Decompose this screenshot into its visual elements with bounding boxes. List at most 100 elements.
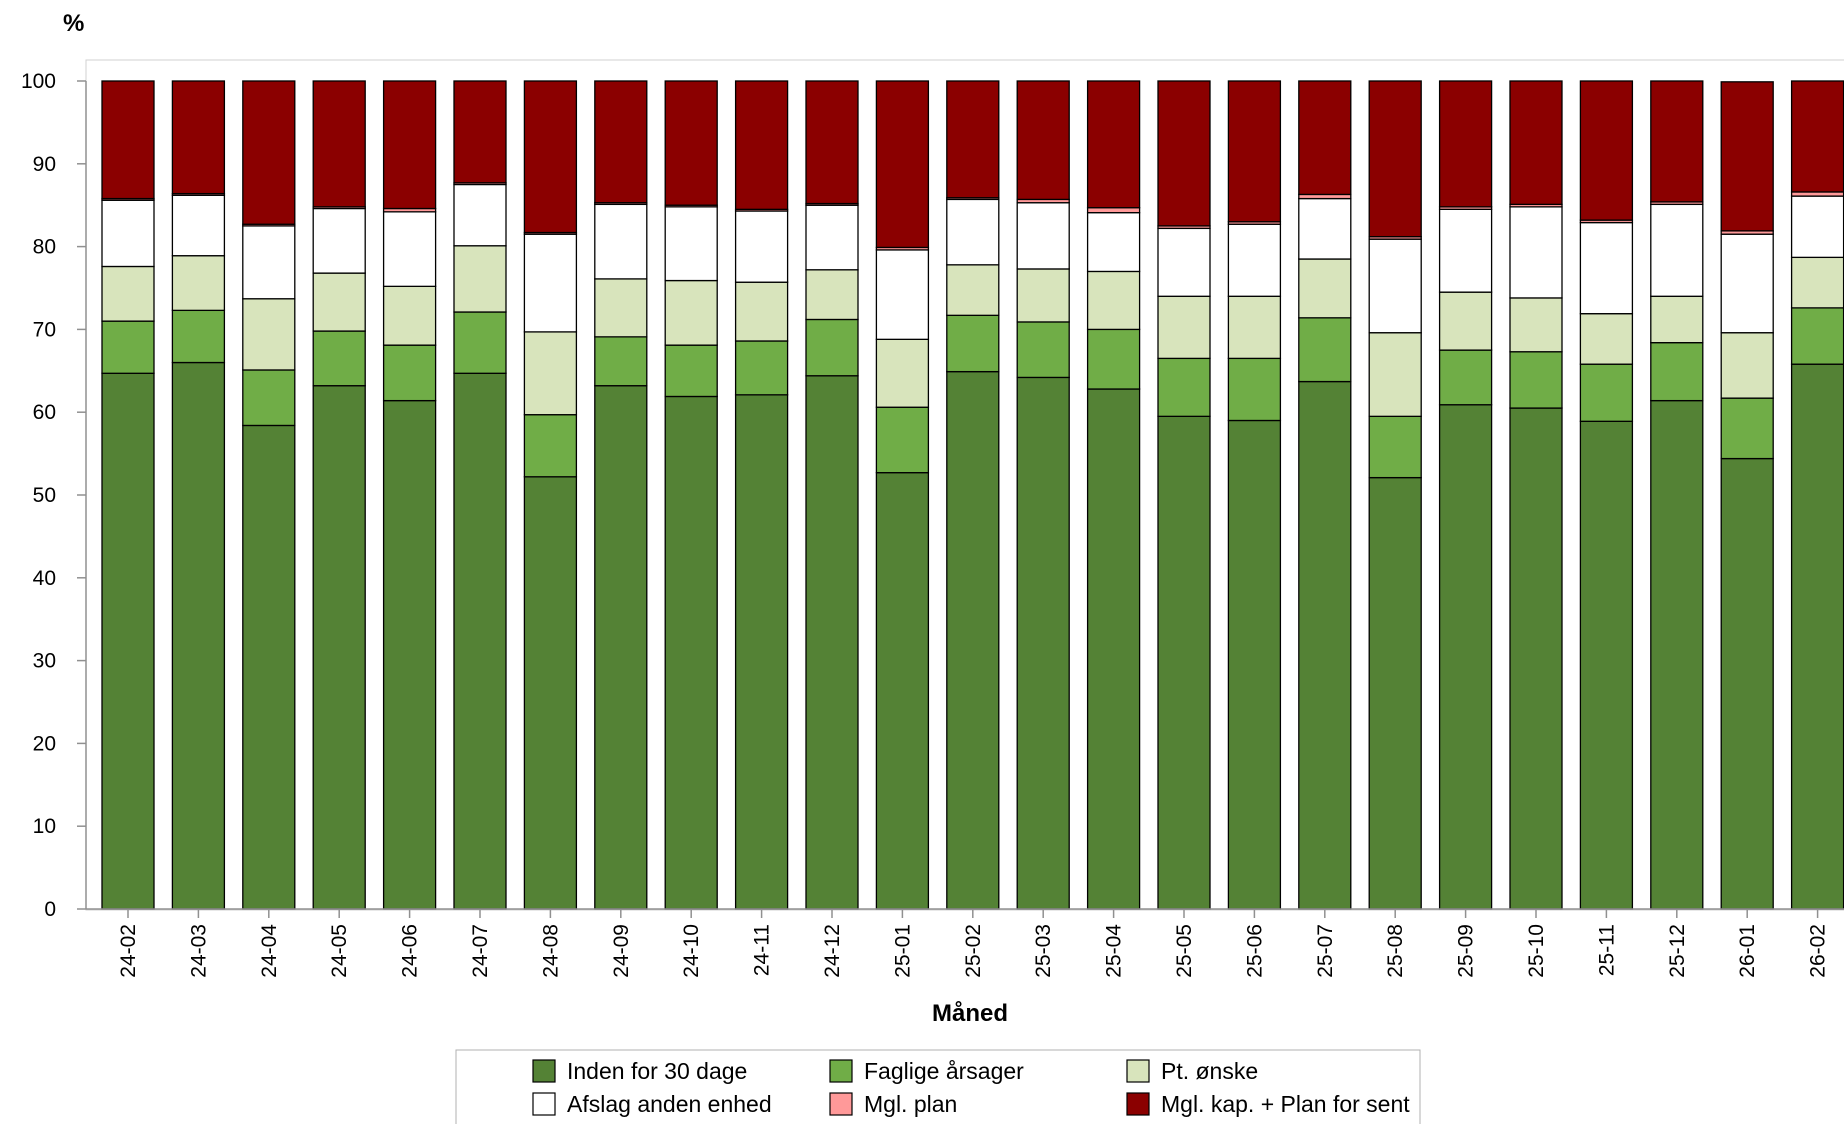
bar-segment [1790, 80, 1844, 193]
legend-label: Inden for 30 dage [567, 1058, 747, 1084]
x-tick-label: 25-06 [1243, 924, 1266, 978]
bar-segment [805, 269, 859, 321]
bar-segment [734, 394, 789, 910]
bar-segment [312, 385, 366, 910]
bar-segment [664, 206, 718, 282]
x-tick-label: 24-06 [399, 924, 422, 978]
legend-item: Pt. ønske [1126, 1058, 1258, 1084]
bar-segment [101, 265, 155, 322]
bar-segment [171, 309, 226, 364]
bar-stack-24-09 [594, 80, 648, 910]
bar-segment [523, 80, 578, 234]
x-axis: 24-02 24-03 24-04 24-05 24-06 24-07 24-08 24-09… [86, 908, 1844, 978]
bar-segment [1157, 80, 1211, 227]
bar-segment [1579, 363, 1634, 422]
bar-segment [242, 369, 296, 427]
x-tick-label: 25-05 [1173, 924, 1196, 978]
bar-segment [1438, 208, 1493, 293]
bar-segment [382, 80, 437, 210]
bar-stack-26-01 [1720, 81, 1774, 910]
bar-segment [1157, 415, 1211, 910]
legend-label: Afslag anden enhed [567, 1091, 772, 1117]
x-tick-label: 24-03 [187, 924, 210, 978]
bar-segment [664, 80, 718, 206]
bar-segment [1720, 332, 1774, 399]
bar-segment [1298, 197, 1352, 260]
bar-stack-24-08 [523, 80, 578, 910]
bar-segment [101, 320, 155, 374]
legend-label: Mgl. kap. + Plan for sent [1161, 1091, 1410, 1117]
bar-segment [946, 80, 1000, 199]
bar-segment [1790, 256, 1844, 309]
bar-stack-25-03 [1016, 80, 1070, 910]
bar-segment [805, 375, 859, 910]
bar-segment [734, 210, 789, 283]
bar-segment [805, 80, 859, 205]
bar-segment [242, 298, 296, 371]
bar-segment [523, 331, 578, 416]
bar-segment [594, 336, 648, 387]
bar-segment [664, 344, 718, 398]
bar-segment [664, 395, 718, 910]
x-tick-label: 25-09 [1455, 924, 1478, 978]
y-axis: 0 10 20 30 40 50 60 70 80 90 100 [21, 70, 87, 921]
bar-segment [875, 249, 930, 340]
bar-segment [1368, 332, 1422, 417]
bar-segment [1157, 227, 1211, 297]
bar-segment [946, 264, 1000, 316]
bar-segment [1720, 81, 1774, 232]
bar-segment [453, 245, 507, 313]
x-tick-label: 25-10 [1525, 924, 1548, 978]
bar-segment [171, 194, 226, 257]
bar-segment [312, 207, 366, 274]
bar-segment [1720, 397, 1774, 460]
bar-segment [1579, 420, 1634, 910]
bar-stack-25-06 [1227, 80, 1282, 910]
x-tick-label: 24-09 [610, 924, 633, 978]
legend-item: Mgl. plan [829, 1091, 957, 1117]
y-tick-label: 30 [33, 650, 56, 673]
bar-segment [1086, 270, 1141, 331]
bar-segment [1016, 376, 1070, 910]
y-tick-label: 0 [44, 898, 56, 921]
x-tick-label: 24-05 [328, 924, 351, 978]
bar-segment [453, 372, 507, 910]
y-tick-label: 50 [33, 484, 56, 507]
bar-segment [523, 476, 578, 910]
bar-segment [1298, 380, 1352, 910]
bar-segment [805, 204, 859, 271]
bar-segment [382, 399, 437, 910]
bar-segment [594, 278, 648, 338]
bar-segment [875, 406, 930, 474]
bar-stack-26-02 [1790, 80, 1844, 910]
bar-stack-25-12 [1650, 80, 1704, 910]
bar-segment [1086, 212, 1141, 273]
bar-segment [1157, 357, 1211, 417]
legend-swatch [829, 1092, 853, 1116]
legend-frame [455, 1049, 1421, 1124]
legend: Inden for 30 dage Faglige årsager Pt. ønsk… [455, 1049, 1421, 1124]
bar-segment [946, 198, 1000, 266]
bar-segment [664, 279, 718, 346]
y-tick-label: 60 [33, 401, 56, 424]
x-tick-label: 25-11 [1595, 924, 1618, 976]
bar-segment [1368, 476, 1422, 910]
bar-segment [1720, 457, 1774, 910]
legend-item: Faglige årsager [829, 1058, 1024, 1084]
bar-segment [946, 314, 1000, 373]
y-tick-label: 20 [33, 732, 56, 755]
bar-segment [523, 233, 578, 333]
bar-segment [1227, 357, 1282, 422]
bar-segment [312, 272, 366, 332]
bar-segment [1790, 307, 1844, 365]
legend-label: Faglige årsager [864, 1058, 1024, 1084]
bar-segment [1157, 295, 1211, 360]
bar-segment [1509, 351, 1563, 409]
bars-layer [101, 80, 1844, 910]
bar-segment [101, 199, 155, 268]
bar-segment [1298, 80, 1352, 196]
bar-segment [1438, 404, 1493, 910]
bar-segment [453, 183, 507, 247]
bar-segment [453, 311, 507, 374]
bar-segment [1579, 221, 1634, 315]
